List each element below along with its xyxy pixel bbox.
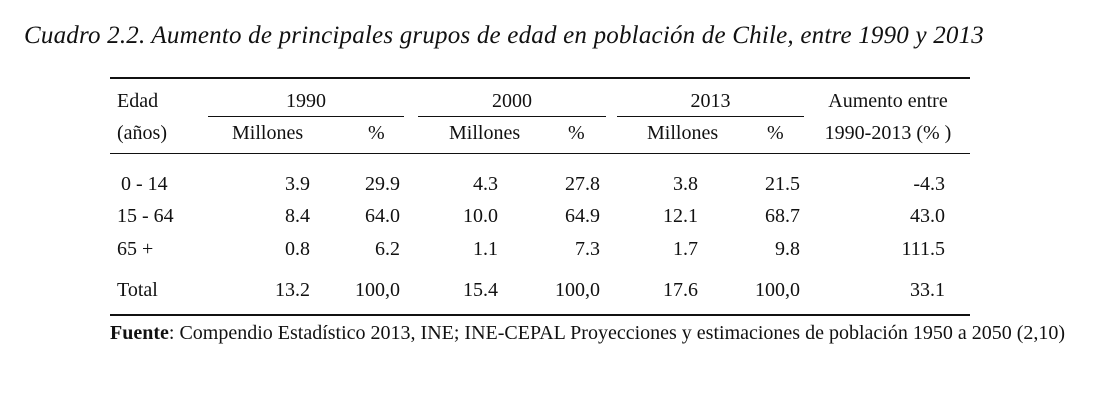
- source-text: : Compendio Estadístico 2013, INE; INE-C…: [168, 322, 1066, 344]
- row-edad: 65 +: [117, 238, 154, 260]
- row-pct-2000: 27.8: [565, 173, 600, 195]
- source-note: Fuente: Compendio Estadístico 2013, INE;…: [110, 320, 1070, 347]
- year-underline-2013: [617, 116, 804, 117]
- header-anos: (años): [117, 122, 167, 144]
- row-pct-2013: 68.7: [765, 205, 800, 227]
- header-year-2000: 2000: [492, 90, 532, 112]
- header-pct-2013: %: [767, 122, 784, 144]
- total-pct-2000: 100,0: [555, 279, 600, 301]
- table-title: Cuadro 2.2. Aumento de principales grupo…: [24, 22, 985, 49]
- header-millones-2000: Millones: [449, 122, 521, 144]
- header-millones-2013: Millones: [647, 122, 719, 144]
- row-millones-2000: 4.3: [473, 173, 498, 195]
- total-aumento: 33.1: [910, 279, 945, 301]
- year-underline-1990: [208, 116, 404, 117]
- row-millones-1990: 0.8: [285, 238, 310, 260]
- row-aumento: 111.5: [901, 238, 945, 260]
- header-rule: [110, 153, 970, 154]
- row-pct-2013: 9.8: [775, 238, 800, 260]
- row-millones-2013: 12.1: [663, 205, 698, 227]
- total-millones-2013: 17.6: [663, 279, 698, 301]
- header-aumento-line2: 1990-2013 (% ): [824, 122, 952, 144]
- header-edad: Edad: [117, 90, 159, 112]
- header-pct-1990: %: [368, 122, 385, 144]
- row-edad: 0 - 14: [121, 173, 168, 195]
- row-millones-1990: 3.9: [285, 173, 310, 195]
- bottom-rule: [110, 314, 970, 316]
- row-millones-2000: 10.0: [463, 205, 498, 227]
- row-pct-2000: 7.3: [575, 238, 600, 260]
- source-label: Fuente: [110, 322, 169, 344]
- total-millones-2000: 15.4: [463, 279, 498, 301]
- top-rule: [110, 77, 970, 79]
- year-underline-2000: [418, 116, 606, 117]
- row-millones-2013: 3.8: [673, 173, 698, 195]
- row-millones-2013: 1.7: [673, 238, 698, 260]
- header-pct-2000: %: [568, 122, 585, 144]
- row-pct-1990: 64.0: [365, 205, 400, 227]
- row-edad: 15 - 64: [117, 205, 174, 227]
- total-pct-1990: 100,0: [355, 279, 400, 301]
- header-year-1990: 1990: [286, 90, 326, 112]
- row-millones-2000: 1.1: [473, 238, 498, 260]
- header-year-2013: 2013: [690, 90, 731, 112]
- row-pct-2013: 21.5: [765, 173, 800, 195]
- total-label: Total: [117, 279, 158, 301]
- header-millones-1990: Millones: [232, 122, 304, 144]
- row-millones-1990: 8.4: [285, 205, 310, 227]
- row-aumento: 43.0: [910, 205, 945, 227]
- row-aumento: -4.3: [913, 173, 945, 195]
- total-pct-2013: 100,0: [755, 279, 800, 301]
- header-aumento-line1: Aumento entre: [828, 90, 948, 112]
- total-millones-1990: 13.2: [275, 279, 310, 301]
- row-pct-1990: 29.9: [365, 173, 400, 195]
- row-pct-1990: 6.2: [375, 238, 400, 260]
- row-pct-2000: 64.9: [565, 205, 600, 227]
